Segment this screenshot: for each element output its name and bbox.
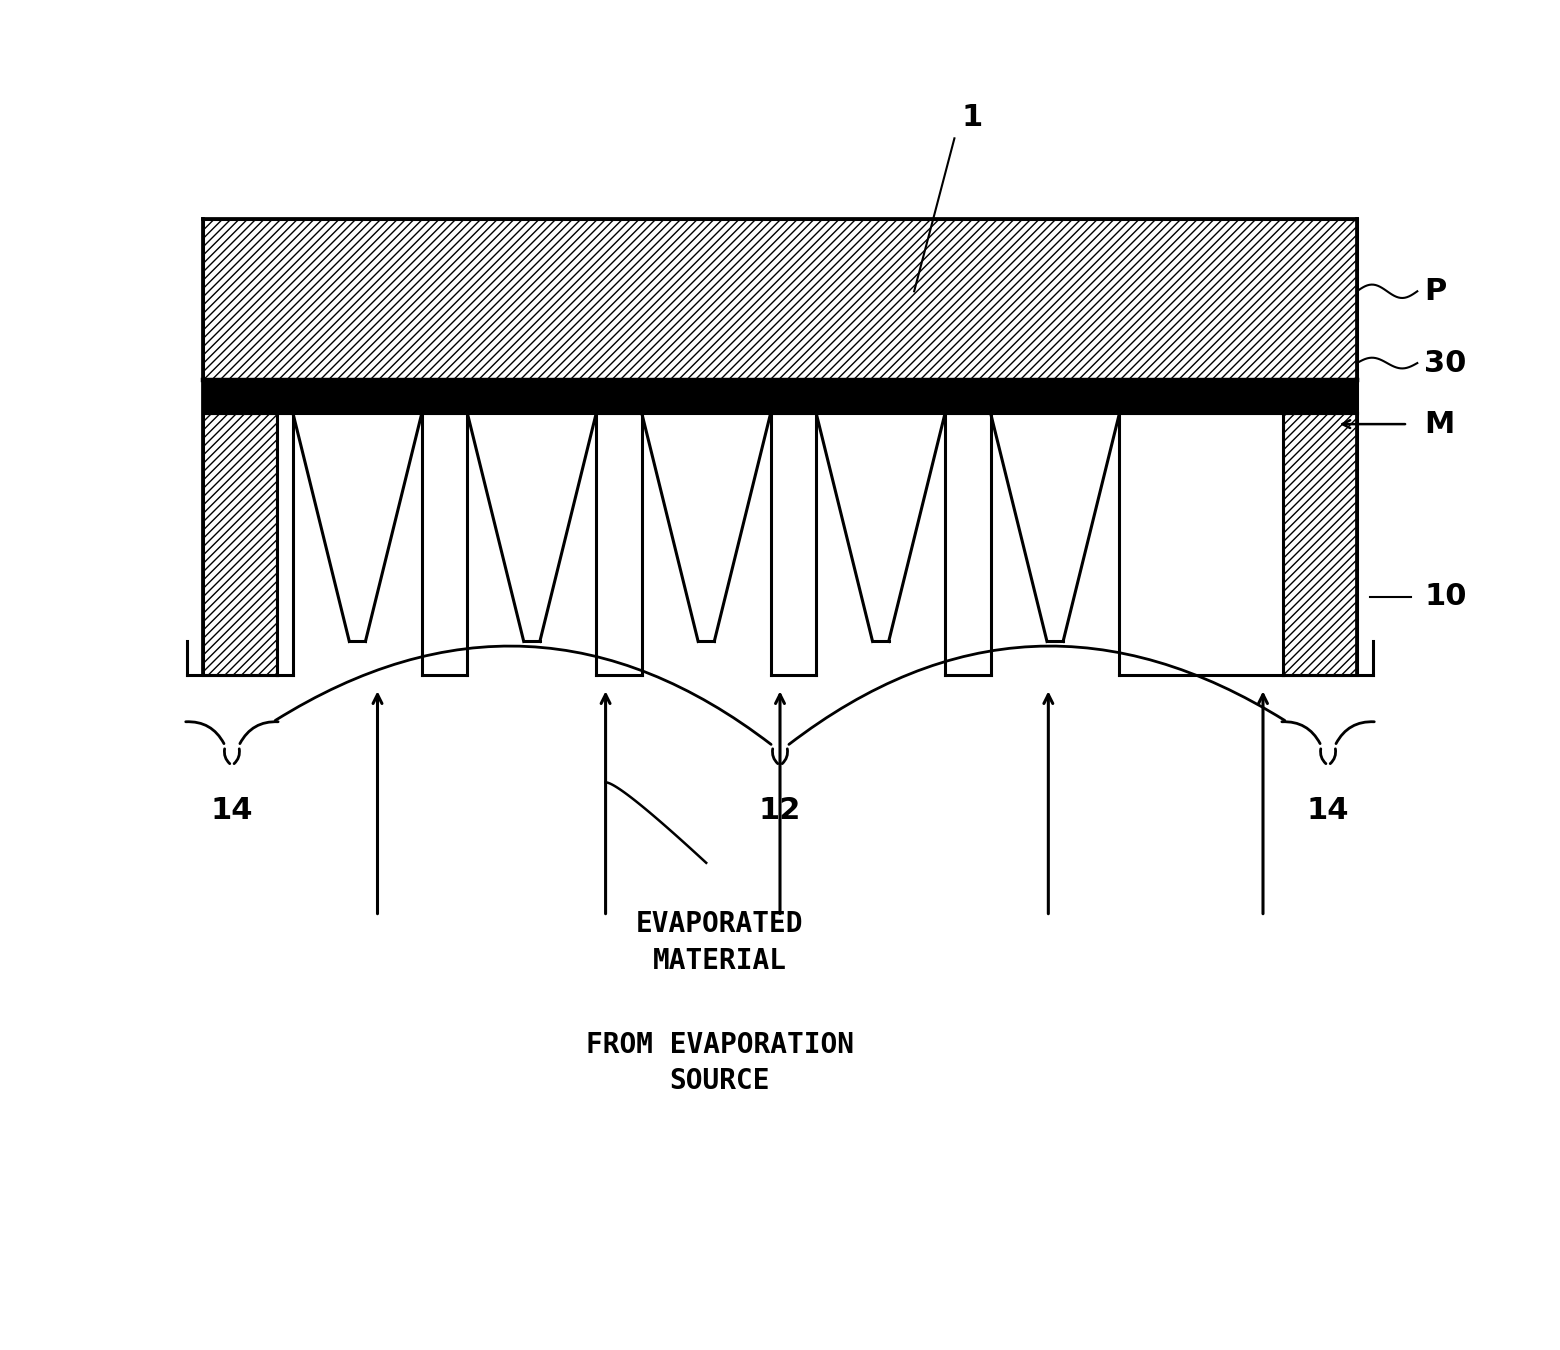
Text: 20A: 20A bbox=[519, 429, 565, 450]
Bar bbox=[1284, 413, 1357, 675]
Text: 20: 20 bbox=[691, 585, 722, 605]
Text: 20: 20 bbox=[516, 585, 548, 605]
Bar bbox=[203, 413, 276, 675]
Bar bbox=[276, 413, 293, 675]
Text: FROM EVAPORATION
SOURCE: FROM EVAPORATION SOURCE bbox=[585, 1030, 853, 1095]
Polygon shape bbox=[991, 413, 1120, 641]
Bar bbox=[203, 219, 1357, 379]
Bar bbox=[945, 413, 991, 675]
Text: 1: 1 bbox=[961, 103, 983, 132]
Text: 14: 14 bbox=[1307, 795, 1349, 825]
Bar bbox=[596, 413, 641, 675]
Text: 14: 14 bbox=[211, 795, 253, 825]
Text: EVAPORATED
MATERIAL: EVAPORATED MATERIAL bbox=[636, 910, 803, 975]
Text: 20: 20 bbox=[342, 585, 373, 605]
Polygon shape bbox=[293, 413, 421, 641]
Text: 20A: 20A bbox=[1044, 429, 1089, 450]
Bar bbox=[421, 413, 468, 675]
Text: 20A: 20A bbox=[869, 429, 914, 450]
Text: 12: 12 bbox=[758, 795, 802, 825]
Text: P: P bbox=[1424, 277, 1446, 306]
Text: 20A: 20A bbox=[346, 429, 390, 450]
Text: 30: 30 bbox=[1424, 348, 1466, 378]
Bar bbox=[771, 413, 816, 675]
Polygon shape bbox=[816, 413, 945, 641]
Polygon shape bbox=[468, 413, 596, 641]
Text: 20: 20 bbox=[1039, 585, 1070, 605]
Bar bbox=[203, 379, 1357, 413]
Text: 20A: 20A bbox=[694, 429, 739, 450]
Polygon shape bbox=[641, 413, 771, 641]
Bar bbox=[1120, 413, 1284, 675]
Text: 20: 20 bbox=[866, 585, 895, 605]
Bar bbox=[276, 413, 1284, 675]
Text: 10: 10 bbox=[1424, 582, 1466, 612]
Text: M: M bbox=[1424, 409, 1454, 439]
